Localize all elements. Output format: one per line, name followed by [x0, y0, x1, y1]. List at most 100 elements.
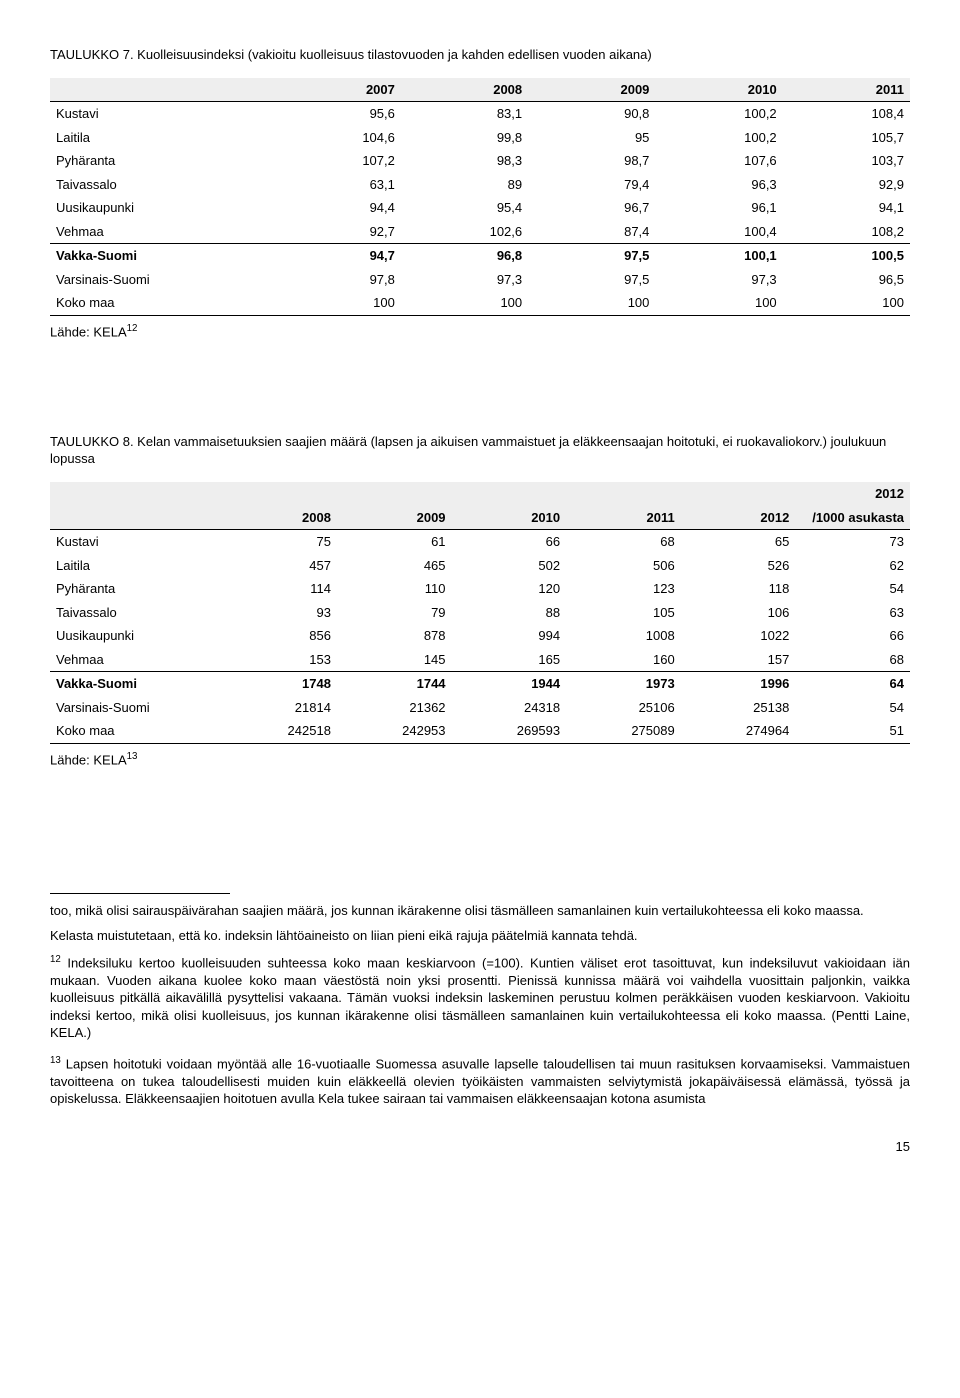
table-row: Koko maa24251824295326959327508927496451 [50, 719, 910, 743]
table-row: Varsinais-Suomi97,897,397,597,396,5 [50, 268, 910, 292]
table8: 2012 20082009201020112012/1000 asukasta … [50, 482, 910, 744]
column-header [50, 506, 222, 530]
table-row: Koko maa100100100100100 [50, 291, 910, 315]
cell: 96,7 [528, 196, 655, 220]
cell: 104,6 [274, 126, 401, 150]
cell: 21362 [337, 696, 452, 720]
cell: 25106 [566, 696, 681, 720]
cell: 97,3 [401, 268, 528, 292]
column-header: 2011 [783, 78, 910, 102]
cell: 100 [274, 291, 401, 315]
cell: 275089 [566, 719, 681, 743]
cell: 118 [681, 577, 796, 601]
cell: 878 [337, 624, 452, 648]
cell: 108,2 [783, 220, 910, 244]
table-row: Uusikaupunki8568789941008102266 [50, 624, 910, 648]
cell: 97,8 [274, 268, 401, 292]
footnote-separator [50, 893, 230, 894]
cell: 89 [401, 173, 528, 197]
cell: 63,1 [274, 173, 401, 197]
cell: 1744 [337, 672, 452, 696]
cell: 120 [452, 577, 567, 601]
cell: 97,5 [528, 244, 655, 268]
cell: 100,4 [655, 220, 782, 244]
table-row: Varsinais-Suomi2181421362243182510625138… [50, 696, 910, 720]
cell: 97,3 [655, 268, 782, 292]
cell: 93 [222, 601, 337, 625]
table7-caption: TAULUKKO 7. Kuolleisuusindeksi (vakioitu… [50, 46, 910, 64]
cell: 457 [222, 554, 337, 578]
cell: 100,2 [655, 102, 782, 126]
table-row: Kustavi95,683,190,8100,2108,4 [50, 102, 910, 126]
footnote-13: 13 Lapsen hoitotuki voidaan myöntää alle… [50, 1054, 910, 1108]
cell: 1022 [681, 624, 796, 648]
cell: 100 [401, 291, 528, 315]
table-row: Taivassalo93798810510663 [50, 601, 910, 625]
cell: 1748 [222, 672, 337, 696]
cell: 24318 [452, 696, 567, 720]
cell: 506 [566, 554, 681, 578]
table8-source: Lähde: KELA13 [50, 750, 910, 769]
cell: 103,7 [783, 149, 910, 173]
row-label: Varsinais-Suomi [50, 268, 274, 292]
cell: 108,4 [783, 102, 910, 126]
cell: 1944 [452, 672, 567, 696]
row-label: Varsinais-Suomi [50, 696, 222, 720]
cell: 64 [795, 672, 910, 696]
cell: 269593 [452, 719, 567, 743]
cell: 66 [795, 624, 910, 648]
table8-superheader: 2012 [795, 482, 910, 506]
column-header: 2007 [274, 78, 401, 102]
table-row: Vakka-Suomi1748174419441973199664 [50, 672, 910, 696]
cell: 1996 [681, 672, 796, 696]
cell: 96,3 [655, 173, 782, 197]
cell: 165 [452, 648, 567, 672]
cell: 96,1 [655, 196, 782, 220]
table-row: Vehmaa92,7102,687,4100,4108,2 [50, 220, 910, 244]
table-row: Laitila104,699,895100,2105,7 [50, 126, 910, 150]
cell: 105 [566, 601, 681, 625]
cell: 526 [681, 554, 796, 578]
row-label: Vehmaa [50, 220, 274, 244]
column-header: 2008 [401, 78, 528, 102]
cell: 105,7 [783, 126, 910, 150]
cell: 92,7 [274, 220, 401, 244]
column-header: 2009 [528, 78, 655, 102]
row-label: Uusikaupunki [50, 196, 274, 220]
table-row: Uusikaupunki94,495,496,796,194,1 [50, 196, 910, 220]
cell: 98,3 [401, 149, 528, 173]
cell: 54 [795, 577, 910, 601]
cell: 106 [681, 601, 796, 625]
table-row: Pyhäranta107,298,398,7107,6103,7 [50, 149, 910, 173]
row-label: Vehmaa [50, 648, 222, 672]
cell: 66 [452, 530, 567, 554]
cell: 102,6 [401, 220, 528, 244]
cell: 65 [681, 530, 796, 554]
cell: 62 [795, 554, 910, 578]
cell: 153 [222, 648, 337, 672]
cell: 95,6 [274, 102, 401, 126]
row-label: Pyhäranta [50, 577, 222, 601]
cell: 110 [337, 577, 452, 601]
cell: 95,4 [401, 196, 528, 220]
cell: 83,1 [401, 102, 528, 126]
row-label: Laitila [50, 554, 222, 578]
cell: 157 [681, 648, 796, 672]
cell: 123 [566, 577, 681, 601]
row-label: Kustavi [50, 102, 274, 126]
cell: 114 [222, 577, 337, 601]
column-header: 2010 [452, 506, 567, 530]
cell: 63 [795, 601, 910, 625]
cell: 502 [452, 554, 567, 578]
cell: 73 [795, 530, 910, 554]
cell: 54 [795, 696, 910, 720]
table-row: Kustavi756166686573 [50, 530, 910, 554]
cell: 94,7 [274, 244, 401, 268]
cell: 994 [452, 624, 567, 648]
cell: 242518 [222, 719, 337, 743]
cell: 61 [337, 530, 452, 554]
cell: 92,9 [783, 173, 910, 197]
column-header: 2009 [337, 506, 452, 530]
cell: 88 [452, 601, 567, 625]
table-row: Pyhäranta11411012012311854 [50, 577, 910, 601]
